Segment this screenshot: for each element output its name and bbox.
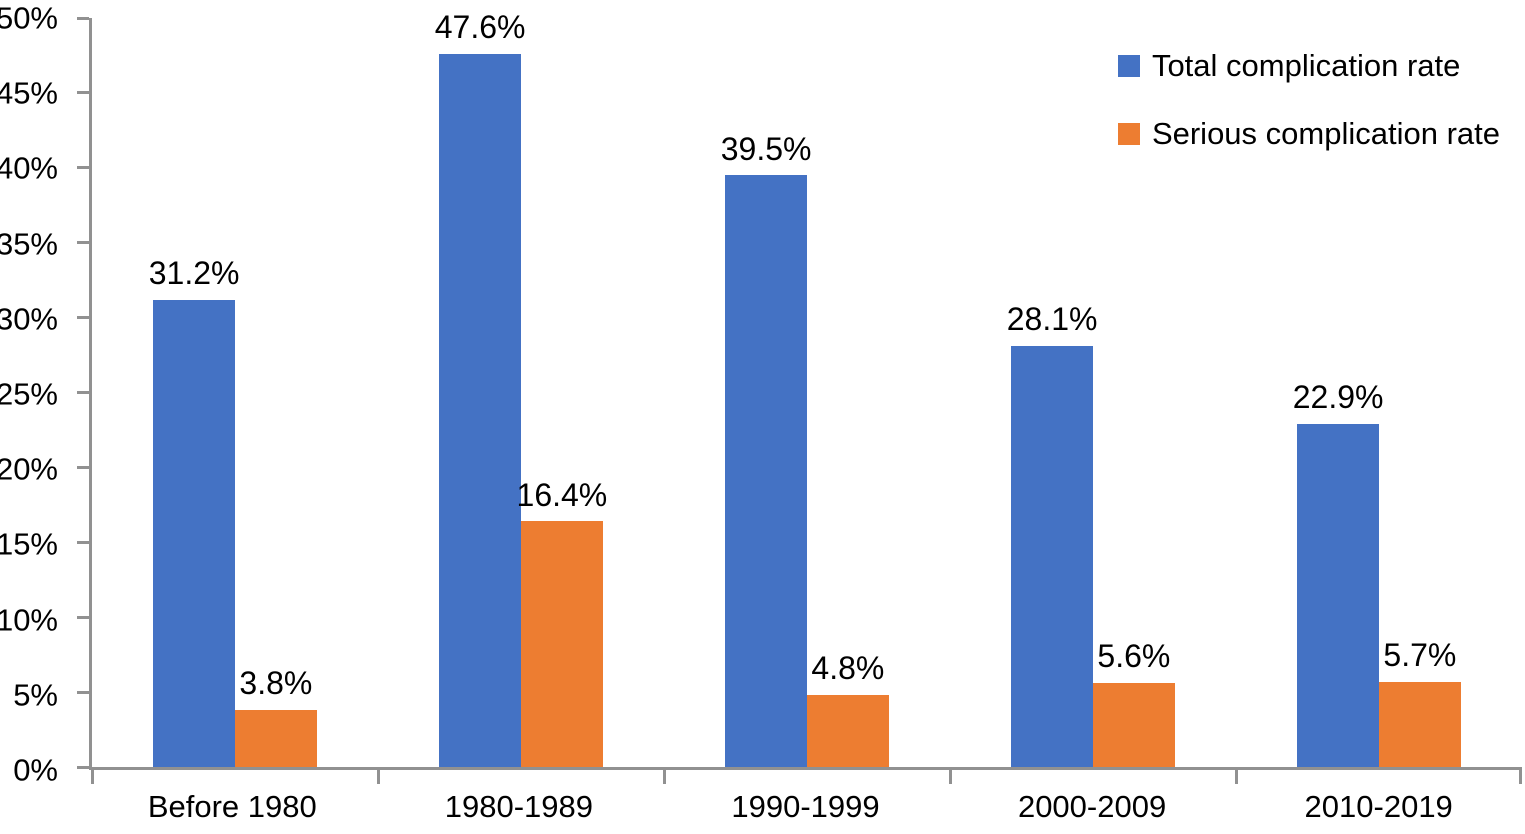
y-axis-tick-label: 35% [0, 226, 58, 262]
bar-total-complication-rate: 39.5% [721, 131, 811, 767]
bar-value-label: 4.8% [811, 650, 885, 687]
x-category-label: 2000-2009 [1017, 789, 1167, 824]
legend-label-total: Total complication rate [1151, 48, 1461, 83]
legend-swatch-total-icon [1117, 55, 1140, 77]
y-axis-tick [77, 615, 89, 619]
y-axis-tick-label: 0% [13, 752, 58, 788]
y-axis-tick-label: 50% [0, 0, 58, 36]
y-axis-tick [77, 690, 89, 694]
bar-total-complication-rate: 31.2% [149, 255, 239, 767]
y-axis-tick [77, 16, 89, 20]
category-group: 31.2% 3.8% [92, 18, 378, 767]
x-axis-tick [1235, 770, 1238, 784]
bar-serious-complication-rate: 4.8% [807, 650, 889, 767]
category-group: 22.9% 5.7% [1236, 18, 1522, 767]
legend-item-total-complication-rate: Total complication rate [1117, 47, 1500, 85]
legend-item-serious-complication-rate: Serious complication rate [1117, 115, 1500, 153]
bar-value-label: 5.7% [1383, 636, 1457, 673]
y-axis-tick [77, 391, 89, 394]
x-axis-labels: Before 1980 1980-1989 1990-1999 2000-2009 20… [89, 788, 1522, 825]
x-axis-tick [663, 770, 666, 784]
bar-total-complication-rate: 28.1% [1007, 301, 1097, 767]
y-axis-tick [77, 91, 89, 95]
bar-serious-complication-rate: 16.4% [517, 477, 607, 767]
bar-total-complication-rate: 22.9% [1293, 379, 1383, 767]
y-axis-tick-label: 10% [0, 602, 58, 638]
x-category-label: Before 1980 [147, 789, 317, 824]
bar-serious-complication-rate: 5.7% [1379, 637, 1461, 767]
x-axis-tick [1519, 770, 1522, 784]
bar-serious-complication-rate: 3.8% [235, 665, 317, 767]
bar-value-label: 22.9% [1292, 379, 1384, 416]
y-axis-tick [77, 241, 89, 245]
bar-value-label: 28.1% [1006, 301, 1098, 338]
y-axis-tick [77, 166, 89, 170]
y-axis-tick [77, 465, 89, 469]
legend-label-serious: Serious complication rate [1151, 116, 1500, 151]
x-category-label: 2010-2019 [1304, 789, 1453, 824]
legend-swatch-serious-icon [1117, 123, 1140, 145]
legend: Total complication rate Serious complica… [1117, 47, 1500, 153]
x-axis-tick [91, 770, 94, 784]
y-axis-tick [77, 540, 89, 544]
bar-value-label: 16.4% [516, 476, 608, 513]
y-axis-tick-label: 45% [0, 75, 58, 111]
bar-value-label: 31.2% [148, 254, 240, 291]
bar-value-label: 39.5% [720, 130, 812, 167]
plot-area: 31.2% 3.8% 47.6% 16.4% 39.5% 4.8% 28.1% 5.6% 22.… [77, 9, 1522, 784]
bar-total-complication-rate: 47.6% [435, 9, 525, 767]
category-group: 47.6% 16.4% [378, 9, 664, 767]
category-group: 28.1% 5.6% [950, 18, 1236, 767]
x-axis-tick [377, 770, 380, 784]
bar-value-label: 3.8% [239, 665, 313, 702]
y-axis-tick-label: 40% [0, 150, 58, 186]
y-axis-labels: 0% 5% 10% 15% 20% 25% 30% 35% 40% 45% 50% [0, 3, 58, 786]
category-group: 39.5% 4.8% [664, 18, 950, 767]
x-axis-tick [949, 770, 952, 784]
bar-value-label: 47.6% [434, 9, 526, 46]
y-axis-tick-label: 25% [0, 376, 58, 412]
y-axis-tick-label: 30% [0, 301, 58, 337]
y-axis-tick-label: 15% [0, 526, 58, 562]
y-axis-tick [77, 316, 89, 320]
x-category-label: 1990-1999 [731, 789, 880, 824]
bar-serious-complication-rate: 5.6% [1093, 638, 1175, 767]
y-axis-tick [77, 765, 89, 769]
bar-value-label: 5.6% [1097, 638, 1171, 675]
y-axis-tick-label: 20% [0, 451, 58, 487]
y-axis-tick-label: 5% [13, 677, 58, 713]
x-category-label: 1980-1989 [444, 789, 594, 824]
